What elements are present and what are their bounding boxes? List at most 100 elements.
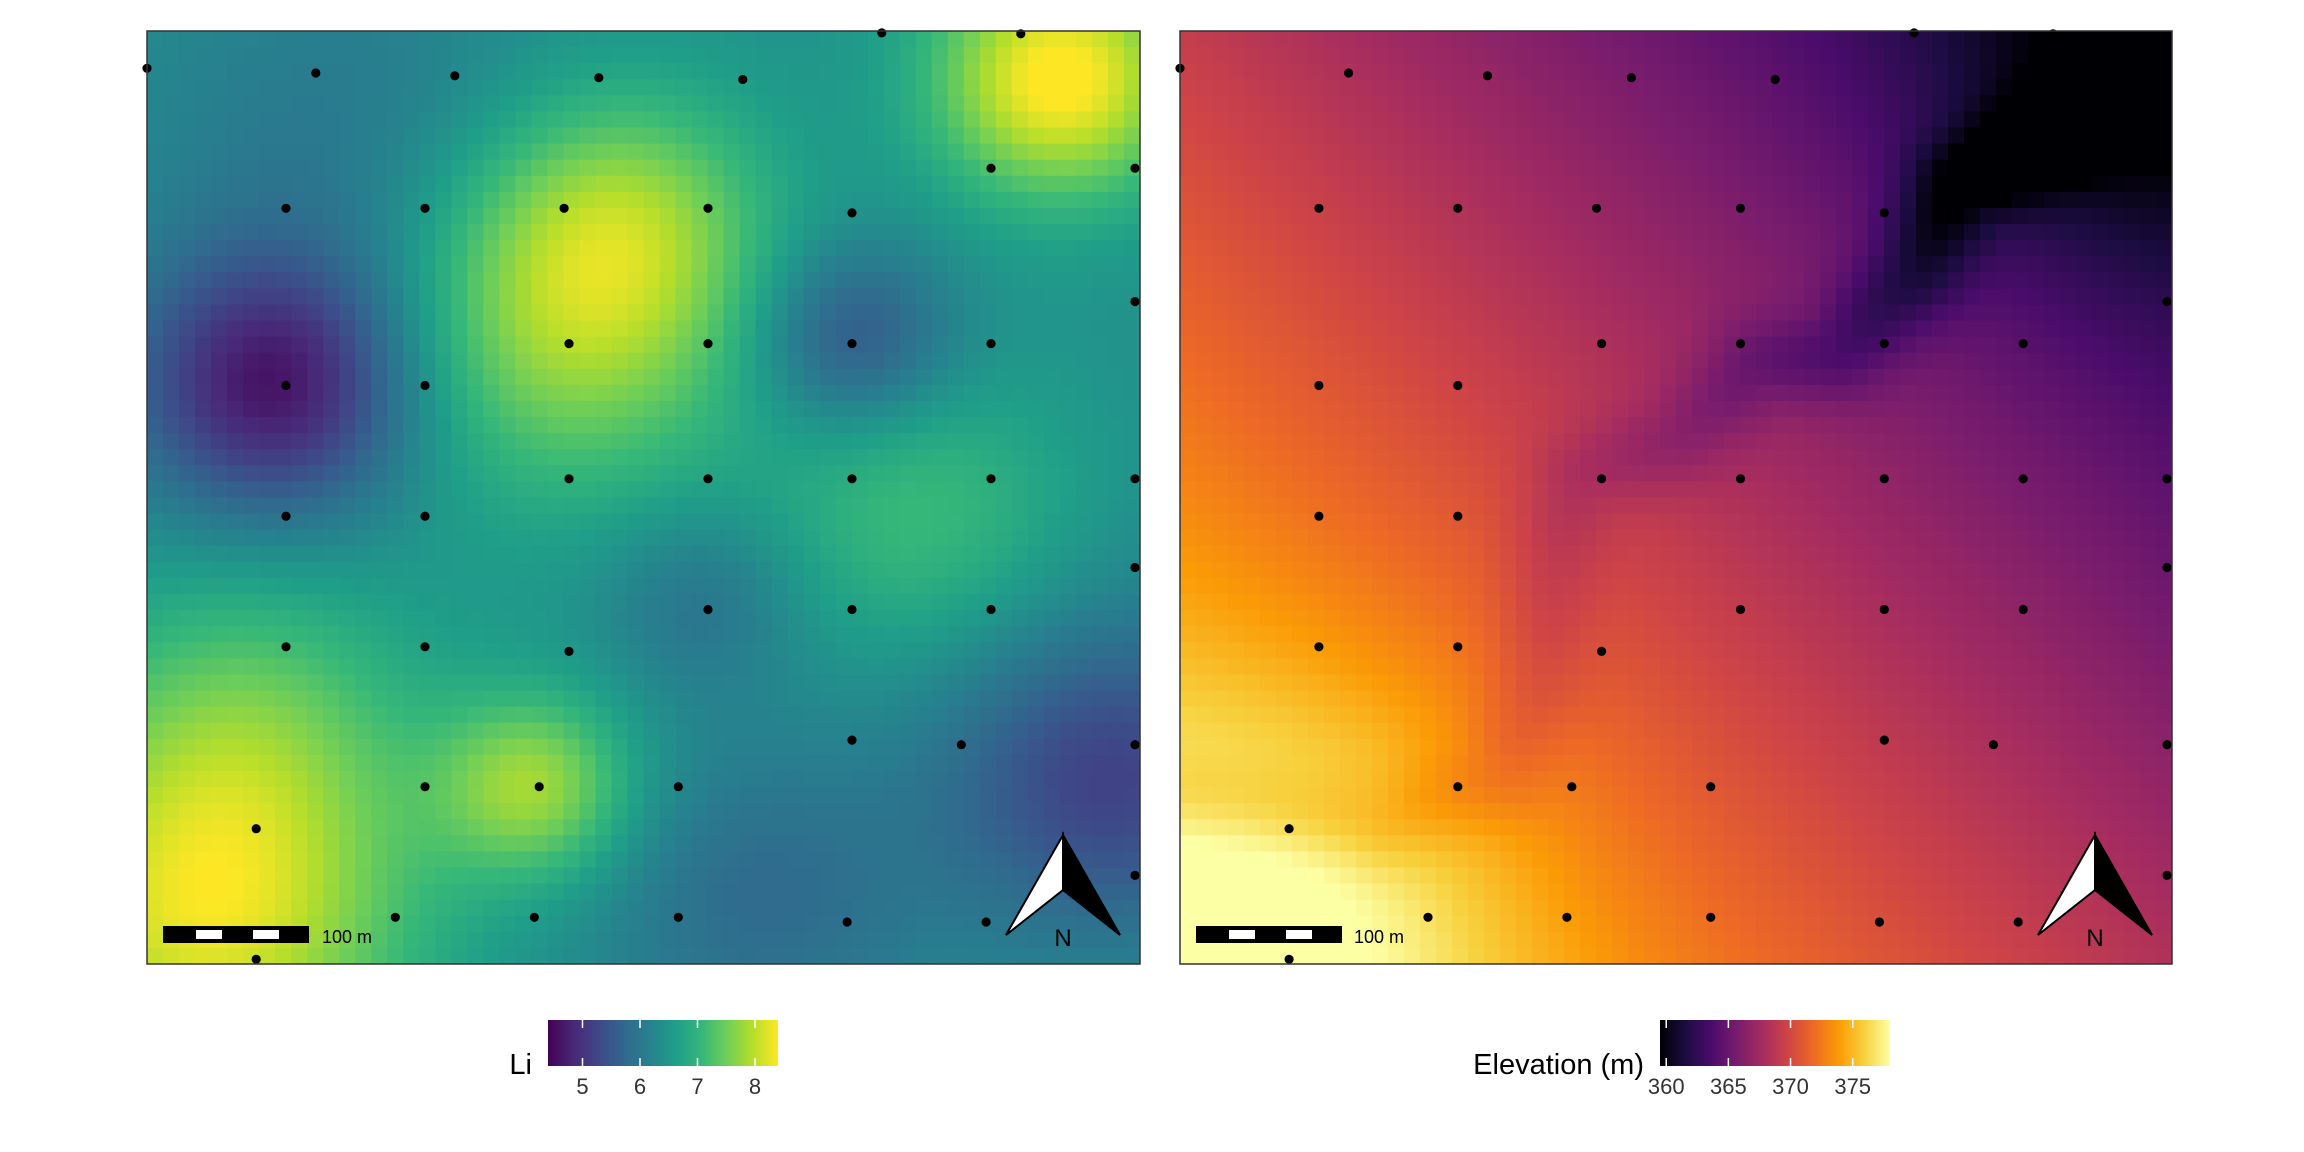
li-north-label: N <box>1054 925 1071 952</box>
li-north-arrow: N <box>1005 831 1121 952</box>
sample-point <box>1735 339 1746 349</box>
sample-point <box>1482 71 1493 81</box>
sample-point <box>1130 870 1140 881</box>
sample-point <box>1314 203 1324 213</box>
sample-point <box>986 474 996 484</box>
li-raster-cells <box>147 31 1140 964</box>
sample-point <box>986 339 996 349</box>
elevation-legend-ticks: 360 365 370 375 <box>1648 1020 1871 1099</box>
sample-point <box>1130 562 1140 573</box>
sample-point <box>1909 28 1919 38</box>
sample-point <box>1130 474 1140 484</box>
sample-point <box>594 73 604 83</box>
sample-point <box>703 604 713 615</box>
sample-point <box>564 646 574 657</box>
sample-point <box>847 735 857 745</box>
legend-tick-label: 360 <box>1648 1074 1685 1099</box>
sample-point <box>2162 474 2172 484</box>
sample-point <box>1314 380 1324 391</box>
legend-tick-label: 365 <box>1710 1074 1747 1099</box>
legend-tick-label: 5 <box>576 1074 588 1099</box>
sample-point <box>564 474 574 484</box>
sample-point <box>1284 824 1294 834</box>
sample-point <box>703 339 713 349</box>
sample-point <box>534 782 544 792</box>
sample-point <box>529 912 539 922</box>
li-map-frame <box>146 30 1141 965</box>
legend-tick-label: 375 <box>1834 1074 1871 1099</box>
sample-point <box>390 912 400 922</box>
legend-tick-label: 8 <box>749 1074 761 1099</box>
sample-point <box>703 203 713 213</box>
elevation-north-arrow: N <box>2037 831 2153 952</box>
sample-point <box>450 71 460 81</box>
sample-point <box>2162 740 2172 750</box>
sample-point <box>1453 782 1463 792</box>
sample-point <box>281 203 291 213</box>
sample-point <box>1453 511 1463 521</box>
sample-point <box>1879 474 1889 484</box>
sample-point <box>1735 474 1746 484</box>
sample-point <box>559 203 569 213</box>
li-scale-bar-label: 100 m <box>322 927 372 947</box>
sample-point <box>1453 642 1463 652</box>
sample-point <box>420 203 430 213</box>
sample-point <box>1735 203 1746 213</box>
sample-point <box>1597 646 1607 657</box>
sample-point <box>1626 73 1636 83</box>
li-legend: Li 5 6 7 8 <box>509 1020 778 1099</box>
sample-point <box>1706 912 1716 922</box>
elevation-legend: Elevation (m) 360 365 370 375 <box>1473 1020 1890 1099</box>
sample-point <box>1453 380 1463 391</box>
sample-point <box>1344 68 1354 78</box>
li-raster <box>147 31 1140 964</box>
elevation-raster-cells <box>1180 31 2172 964</box>
sample-point <box>564 339 574 349</box>
sample-point <box>251 824 261 834</box>
sample-point <box>420 782 430 792</box>
sample-point <box>420 380 430 391</box>
li-legend-ticks: 5 6 7 8 <box>576 1020 761 1099</box>
sample-point <box>1130 740 1140 750</box>
sample-point <box>673 782 683 792</box>
sample-point <box>2018 604 2028 615</box>
sample-point <box>251 954 261 964</box>
sample-point <box>847 474 857 484</box>
sample-point <box>420 642 430 652</box>
sample-point <box>1453 203 1463 213</box>
sample-point <box>1988 740 1998 750</box>
elevation-raster <box>1180 31 2172 964</box>
sample-point <box>1423 912 1433 922</box>
li-sample-points <box>142 28 1140 964</box>
elevation-scale-bar: 100 m <box>1196 926 1404 947</box>
sample-point <box>2018 163 2028 173</box>
sample-point <box>1562 912 1572 922</box>
sample-point <box>1567 782 1577 792</box>
sample-point <box>986 163 996 173</box>
sample-point <box>1314 511 1324 521</box>
elevation-map-frame <box>1179 30 2173 965</box>
sample-point <box>1314 642 1324 652</box>
sample-point <box>842 917 852 927</box>
legend-tick-label: 370 <box>1772 1074 1809 1099</box>
sample-point <box>2162 870 2172 881</box>
sample-point <box>673 912 683 922</box>
sample-point <box>2013 917 2023 927</box>
sample-point <box>738 74 748 85</box>
li-legend-colorbar <box>548 1020 778 1066</box>
sample-point <box>1879 604 1889 615</box>
sample-point <box>1597 339 1607 349</box>
sample-point <box>1706 782 1716 792</box>
sample-point <box>311 68 321 78</box>
sample-point <box>877 28 887 38</box>
elevation-north-label: N <box>2086 925 2103 952</box>
elevation-sample-points <box>1175 28 2172 964</box>
sample-point <box>2018 339 2028 349</box>
sample-point <box>847 208 857 218</box>
sample-point <box>1770 74 1780 85</box>
sample-point <box>1879 208 1889 218</box>
legend-tick-label: 6 <box>634 1074 646 1099</box>
sample-point <box>1130 163 1140 173</box>
elevation-legend-title: Elevation (m) <box>1473 1049 1644 1081</box>
